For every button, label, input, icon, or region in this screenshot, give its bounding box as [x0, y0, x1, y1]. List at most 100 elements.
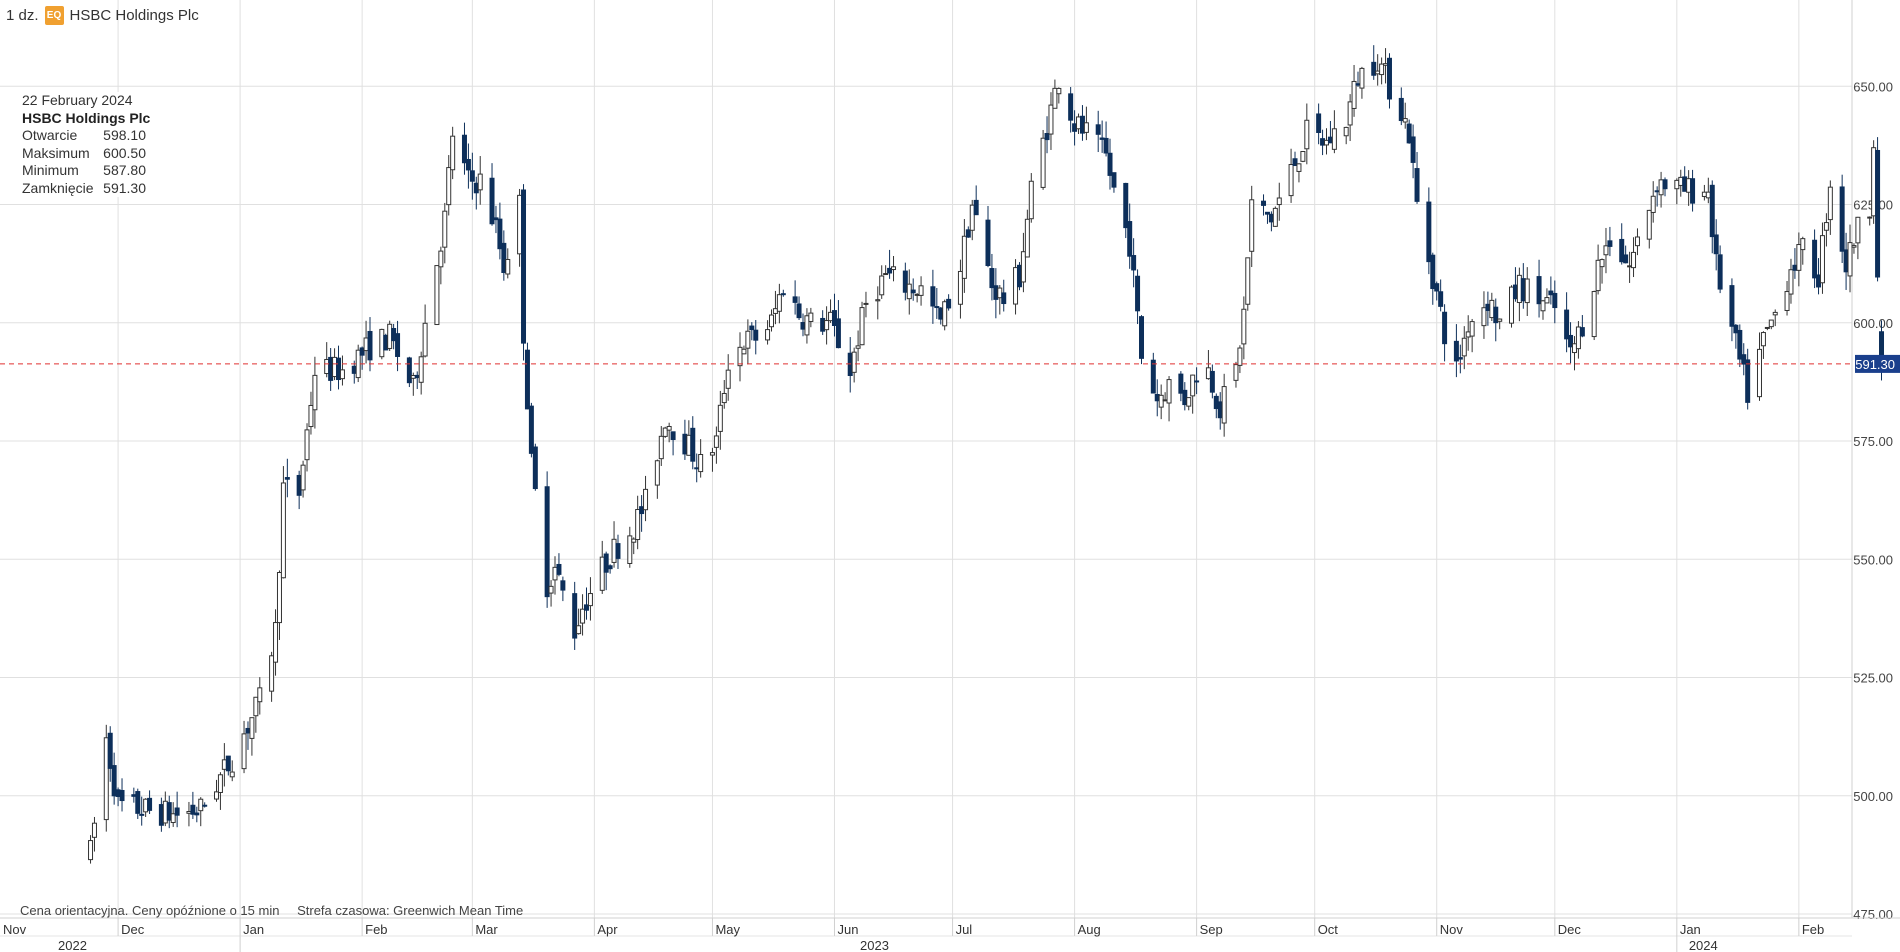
candle-down: [1107, 152, 1113, 176]
candle-up: [804, 315, 810, 336]
tooltip-label: Minimum: [22, 162, 79, 178]
candle-down: [1182, 389, 1188, 406]
candle-down: [367, 330, 373, 361]
candle-up: [1233, 364, 1239, 381]
candle-down: [1485, 303, 1491, 311]
instrument-name[interactable]: HSBC Holdings Plc: [69, 7, 199, 24]
candle-up: [363, 337, 369, 352]
candle-down: [497, 218, 503, 250]
candle-down: [1453, 340, 1459, 362]
candle-down: [1792, 264, 1798, 271]
candle-down: [328, 356, 334, 381]
candle-up: [1020, 251, 1026, 283]
candle-up: [875, 299, 881, 302]
candle-down: [158, 804, 164, 826]
candle-down: [465, 158, 471, 171]
candle-up: [505, 258, 511, 275]
candle-up: [1379, 63, 1385, 76]
candle-up: [1631, 251, 1637, 269]
candle-down: [1717, 254, 1723, 290]
candle-up: [580, 608, 586, 624]
x-year-label: 2024: [1689, 938, 1718, 952]
candle-up: [1674, 179, 1680, 190]
candle-down: [1690, 178, 1696, 204]
candle-up: [686, 434, 692, 456]
y-tick-label: 500.00: [1853, 789, 1893, 804]
candle-up: [662, 427, 668, 437]
candle-down: [1741, 354, 1747, 365]
candle-down: [1745, 359, 1751, 403]
candle-down: [1327, 136, 1333, 144]
candle-down: [1457, 357, 1463, 360]
candle-up: [1351, 80, 1357, 109]
candle-down: [1044, 133, 1050, 141]
candle-up: [914, 293, 920, 296]
x-month-label: Apr: [597, 922, 618, 937]
candle-up: [552, 566, 558, 581]
candle-up: [635, 509, 641, 541]
candle-up: [1867, 216, 1873, 219]
tooltip-label: Maksimum: [22, 144, 90, 161]
candle-down: [1316, 113, 1322, 134]
candle-down: [973, 199, 979, 216]
tooltip-value: 591.30: [103, 179, 146, 196]
candle-down: [528, 405, 534, 454]
candle-up: [1076, 116, 1082, 130]
y-tick-label: 525.00: [1853, 671, 1893, 686]
candle-up: [422, 322, 428, 357]
x-year-label: 2022: [58, 938, 87, 952]
candle-up: [1855, 216, 1861, 244]
candle-up: [1304, 119, 1310, 150]
candle-down: [1095, 124, 1101, 135]
candle-up: [332, 356, 338, 378]
candle-down: [1619, 238, 1625, 263]
candle-down: [1564, 309, 1570, 340]
candle-down: [1733, 324, 1739, 334]
candle-up: [221, 759, 227, 770]
candle-down: [583, 604, 589, 611]
candle-down: [1068, 93, 1074, 121]
candle-up: [918, 285, 924, 296]
candle-up: [776, 294, 782, 312]
candle-down: [395, 333, 401, 357]
candle-down: [1493, 306, 1499, 324]
candle-up: [379, 328, 385, 358]
y-tick-label: 600.00: [1853, 316, 1893, 331]
candle-up: [339, 369, 345, 380]
x-month-label: Dec: [121, 922, 145, 937]
candle-up: [280, 482, 286, 579]
tooltip-value: 598.10: [103, 127, 146, 143]
ohlc-tooltip: 22 February 2024 HSBC Holdings Plc Otwar…: [22, 92, 151, 197]
candle-up: [438, 250, 444, 268]
candle-up: [745, 330, 751, 349]
candle-up: [442, 210, 448, 248]
candle-up: [1166, 379, 1172, 404]
interval-label[interactable]: 1 dz.: [6, 7, 39, 24]
candle-up: [1819, 235, 1825, 284]
candle-down: [351, 365, 357, 374]
candle-up: [587, 593, 593, 607]
candle-down: [1320, 138, 1326, 146]
candle-down: [139, 813, 145, 816]
candle-up: [229, 771, 235, 778]
candle-down: [1135, 275, 1141, 312]
candle-up: [1052, 87, 1058, 109]
candle-down: [544, 486, 550, 598]
candle-down: [174, 807, 180, 816]
candle-up: [1272, 207, 1278, 227]
candle-up: [273, 622, 279, 663]
candle-up: [1591, 291, 1597, 338]
candle-down: [1355, 83, 1361, 86]
candle-up: [91, 822, 97, 838]
candle-down: [946, 298, 952, 309]
candle-up: [241, 733, 247, 770]
candle-down: [796, 303, 802, 319]
candle-down: [1111, 172, 1117, 188]
candle-down: [694, 467, 700, 470]
candle-down: [1072, 123, 1078, 132]
candle-down: [489, 177, 495, 225]
candle-down: [1194, 380, 1200, 383]
candle-up: [1288, 164, 1294, 197]
candle-up: [1028, 180, 1034, 220]
